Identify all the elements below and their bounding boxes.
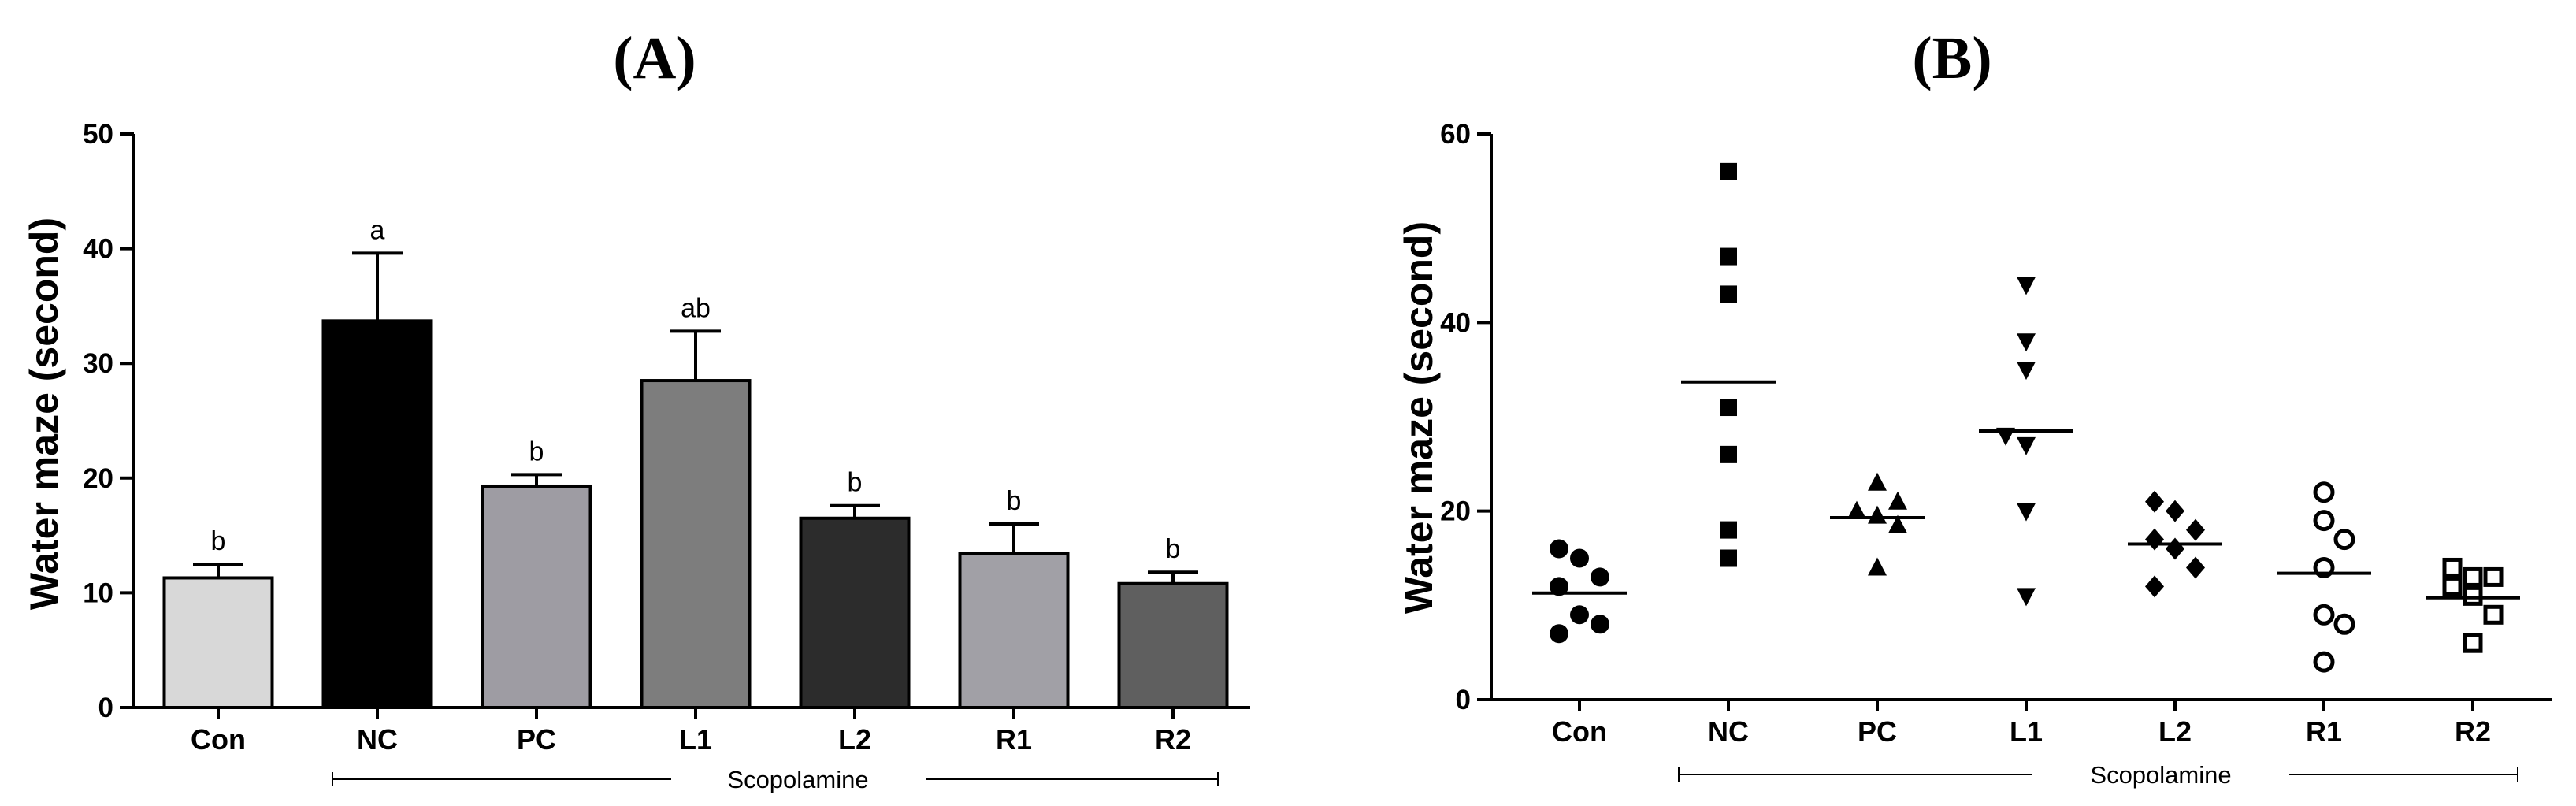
panel-a-sig-label: b — [848, 468, 863, 498]
panel-a-category-label: Con — [191, 723, 246, 756]
panel-a-plot: 0 10 20 30 40 50 b Con a NC b PC ab L1 b L2 b R1 b R2 — [83, 119, 1250, 786]
panel-b-point-r1 — [2313, 510, 2335, 532]
panel-b-point-con — [1550, 624, 1568, 644]
panel-a-category-label: R1 — [996, 723, 1032, 756]
panel-b-point-l2 — [2145, 575, 2164, 598]
panel-b-point-l1 — [2017, 362, 2036, 381]
panel-b-point-l2 — [2166, 537, 2184, 560]
panel-a-category-label: R2 — [1155, 723, 1191, 756]
panel-b-category-label: R1 — [2306, 715, 2342, 748]
panel-b-point-pc — [1868, 505, 1887, 524]
panel-b-point-pc — [1868, 557, 1887, 576]
panel-b-point-con — [1570, 548, 1589, 568]
panel-b-point-r2 — [2442, 557, 2463, 578]
panel-a-ytick-label: 50 — [83, 119, 113, 150]
panel-b-point-l1 — [2017, 333, 2036, 352]
panel-b-point-r2 — [2483, 566, 2504, 587]
panel-a-ytick-label: 20 — [83, 463, 113, 494]
panel-a-sig-label: b — [1166, 534, 1181, 564]
panel-a-category-label: L1 — [679, 723, 712, 756]
panel-b-point-pc — [1847, 500, 1866, 519]
panel-b-ytick-label: 20 — [1440, 496, 1471, 527]
panel-b-point-nc — [1720, 399, 1737, 417]
panel-b-point-r1 — [2333, 529, 2355, 551]
panel-b-point-nc — [1720, 285, 1737, 303]
panel-b-point-r1 — [2333, 613, 2355, 635]
panel-a-group-label: Scopolamine — [727, 766, 868, 793]
panel-b-ytick-label: 0 — [1456, 685, 1471, 715]
panel-a-category-label: L2 — [838, 723, 871, 756]
panel-b-point-pc — [1868, 472, 1887, 491]
panel-a-category-label: PC — [517, 723, 556, 756]
panel-b-ytick-label: 60 — [1440, 119, 1471, 150]
panel-a-ytick-label: 40 — [83, 234, 113, 265]
panel-a-sig-label: b — [529, 436, 544, 466]
panel-b-category-label: L1 — [2010, 715, 2043, 748]
panel-b-point-l2 — [2186, 556, 2205, 579]
panel-b-point-pc — [1888, 514, 1907, 533]
panel-a-sig-label: b — [1007, 486, 1022, 516]
panel-b-point-l2 — [2186, 518, 2205, 541]
panel-b-point-con — [1550, 577, 1568, 596]
panel-a-bar-l2 — [799, 516, 911, 710]
panel-a-bar-r1 — [958, 552, 1070, 709]
panel-b-point-r1 — [2313, 481, 2335, 503]
panel-b-title: (B) — [1912, 25, 1991, 91]
panel-b-point-l2 — [2166, 500, 2184, 522]
panel-b-group-label: Scopolamine — [2090, 761, 2231, 789]
panel-b-category-label: NC — [1708, 715, 1749, 748]
panel-b-point-nc — [1720, 162, 1737, 180]
panel-a-bar-nc — [321, 319, 433, 709]
panel-b-point-nc — [1720, 247, 1737, 266]
panel-b-point-r2 — [2442, 576, 2463, 596]
panel-b-point-r2 — [2463, 633, 2483, 653]
panel-b-point-l1 — [2017, 436, 2036, 455]
panel-a-ylabel: Water maze (second) — [22, 217, 66, 610]
panel-a-title: (A) — [613, 25, 696, 91]
panel-b-point-con — [1591, 615, 1609, 634]
panel-b-point-con — [1550, 539, 1568, 559]
panel-b-point-pc — [1888, 491, 1907, 510]
panel-b-plot: 0 20 40 60 Con NC PC L1 L2 R1 R2 — [1440, 119, 2552, 782]
panel-b-point-nc — [1720, 549, 1737, 567]
panel-b-point-l2 — [2145, 490, 2164, 513]
panel-a-bar-con — [162, 576, 274, 709]
panel-b-point-r2 — [2483, 604, 2504, 625]
panel-b-category-label: R2 — [2455, 715, 2491, 748]
panel-b-point-l2 — [2145, 528, 2164, 551]
panel-b-point-l1 — [2017, 503, 2036, 522]
panel-a-bar-l1 — [640, 379, 752, 709]
panel-b-category-label: L2 — [2158, 715, 2192, 748]
panel-b-point-r2 — [2463, 566, 2483, 587]
panel-a-ytick-label: 30 — [83, 348, 113, 379]
panel-b-point-con — [1570, 605, 1589, 625]
panel-b-point-l1 — [2017, 588, 2036, 607]
panel-b-point-con — [1591, 567, 1609, 587]
panel-a-sig-label: b — [211, 526, 226, 556]
panel-a-category-label: NC — [357, 723, 398, 756]
panel-a-ytick-label: 10 — [83, 578, 113, 608]
panel-b-ytick-label: 40 — [1440, 307, 1471, 338]
panel-b-point-nc — [1720, 521, 1737, 539]
panel-b-point-r2 — [2463, 585, 2483, 606]
panel-b-category-label: PC — [1858, 715, 1897, 748]
panel-b-point-l1 — [2017, 277, 2036, 295]
panel-b-point-r1 — [2313, 651, 2335, 673]
panel-a-ytick-label: 0 — [98, 693, 113, 723]
panel-b-point-nc — [1720, 445, 1737, 463]
panel-a-bar-r2 — [1117, 581, 1229, 710]
panel-b-point-r1 — [2313, 604, 2335, 626]
panel-b-category-label: Con — [1552, 715, 1607, 748]
panel-a-sig-label: ab — [681, 293, 711, 323]
panel-a-bar-pc — [481, 484, 592, 709]
panel-b-ylabel: Water maze (second) — [1397, 221, 1441, 614]
panel-a-sig-label: a — [370, 215, 385, 245]
